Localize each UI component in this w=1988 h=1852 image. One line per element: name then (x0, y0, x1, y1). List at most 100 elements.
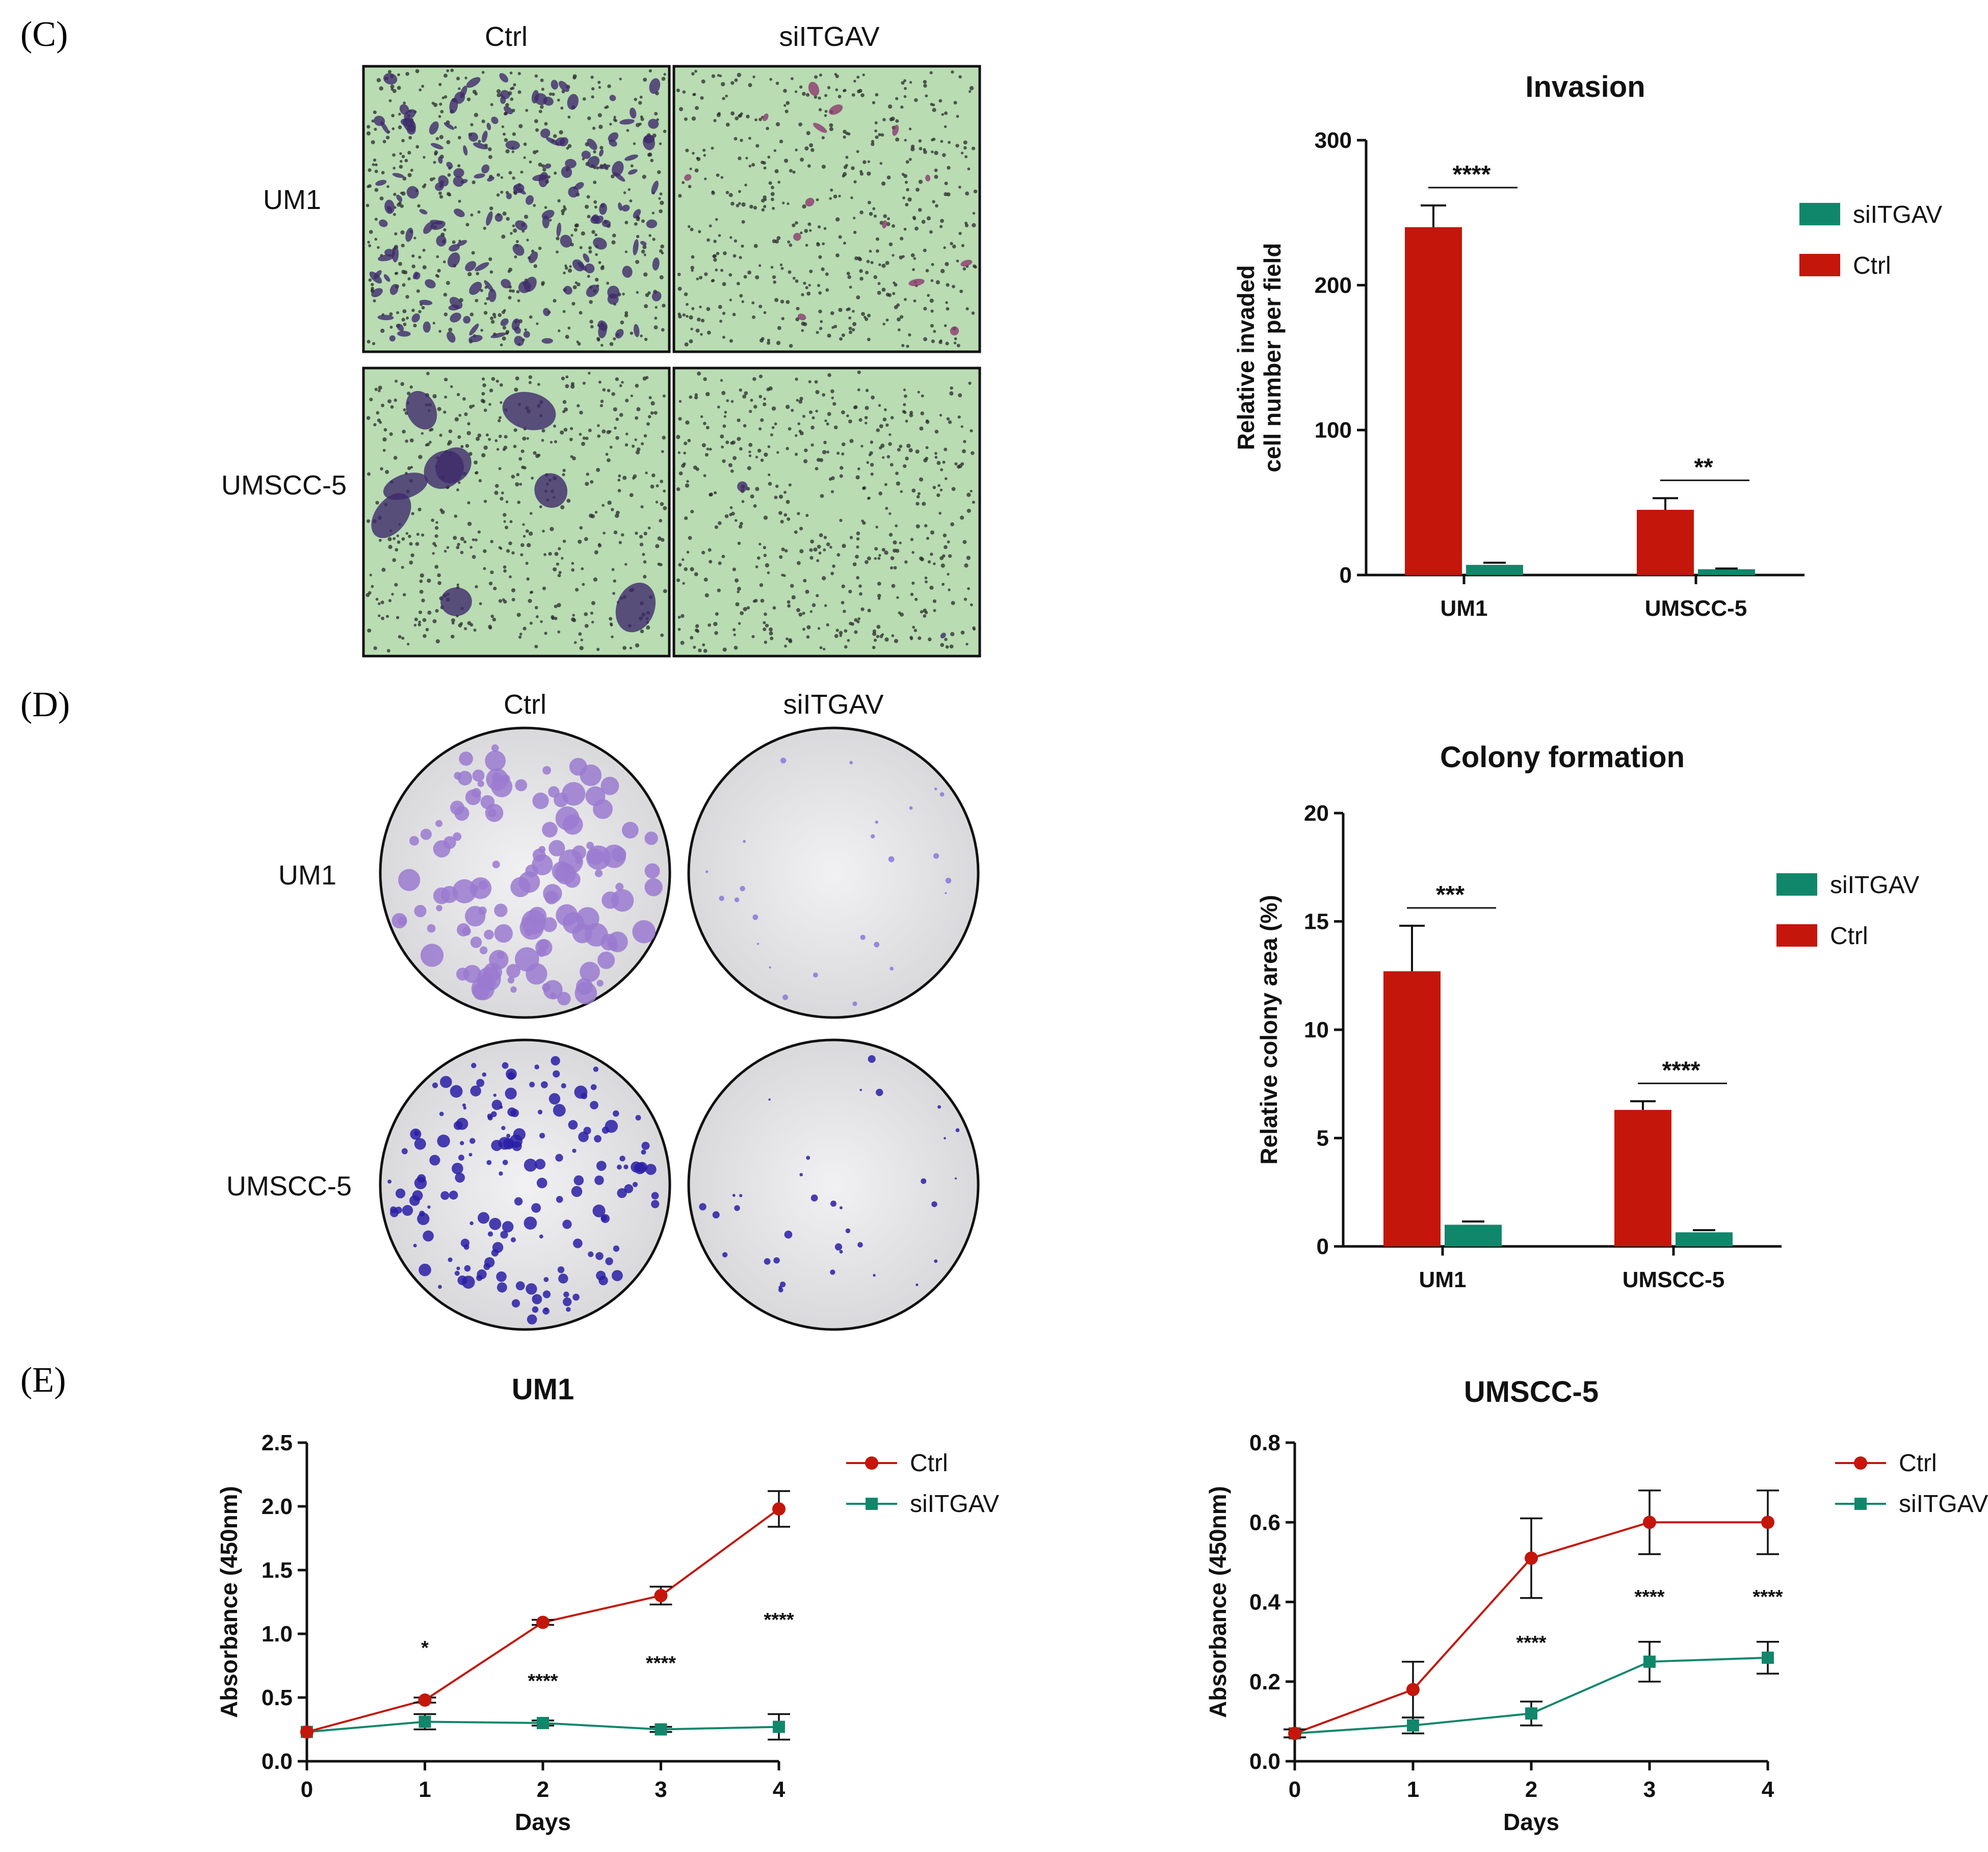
pore-dot (469, 312, 474, 317)
pore-dot (912, 268, 915, 271)
pore-dot (932, 200, 935, 203)
pore-dot (584, 623, 589, 628)
pore-dot (660, 633, 664, 637)
pore-dot (531, 477, 534, 480)
pore-dot (571, 568, 575, 572)
legend-marker (865, 1456, 878, 1470)
pore-dot (939, 225, 943, 228)
colony-dot (541, 1081, 548, 1088)
pore-dot (771, 406, 776, 411)
pore-dot (544, 122, 548, 126)
pore-dot (963, 140, 967, 145)
pore-dot (492, 617, 496, 622)
pore-dot (621, 533, 624, 537)
pore-dot (416, 533, 420, 536)
colony-dot (651, 1192, 659, 1199)
pore-dot (540, 620, 543, 623)
colony-dot (492, 772, 502, 782)
colony-dot (525, 864, 538, 878)
pore-dot (758, 117, 762, 121)
pore-dot (452, 240, 456, 244)
pore-dot (951, 70, 954, 74)
pore-dot (770, 636, 774, 640)
pore-dot (398, 113, 401, 116)
pore-dot (575, 588, 579, 592)
pore-dot (763, 195, 767, 199)
pore-dot (868, 497, 871, 500)
pore-dot (615, 377, 619, 381)
stained-cell (646, 219, 658, 228)
pore-dot (903, 174, 908, 178)
pore-dot (843, 242, 846, 245)
pore-dot (714, 631, 718, 635)
pore-dot (823, 647, 826, 650)
pore-dot (743, 275, 747, 279)
colony-dot (699, 1203, 707, 1211)
pore-dot (694, 69, 697, 73)
colony-dot (532, 1294, 542, 1305)
pore-dot (775, 239, 779, 244)
colony-dot (830, 1269, 835, 1275)
colony-dot (871, 834, 875, 839)
y-tick-label: 1.0 (261, 1622, 293, 1647)
pore-dot (729, 506, 733, 509)
pore-dot (854, 618, 858, 622)
pore-dot (913, 257, 917, 260)
pore-dot (720, 434, 724, 439)
pore-dot (870, 472, 874, 476)
pore-dot (397, 86, 401, 90)
pore-dot (876, 249, 879, 253)
stained-cell (538, 172, 549, 188)
stained-cell (593, 237, 607, 250)
colony-dot (619, 1156, 625, 1162)
pore-dot (768, 473, 771, 476)
pore-dot (695, 328, 700, 333)
pore-dot (732, 312, 736, 317)
pore-dot (730, 81, 735, 85)
pore-dot (972, 264, 976, 268)
colony-dot (511, 1299, 520, 1308)
colony-dot (457, 771, 473, 786)
pore-dot (457, 164, 461, 168)
pore-dot (790, 584, 794, 588)
pore-dot (431, 518, 434, 522)
pore-dot (911, 551, 914, 554)
stained-cell (584, 263, 595, 274)
dish (687, 1038, 980, 1331)
pore-dot (689, 395, 693, 399)
stained-cell (581, 150, 591, 159)
colony-dot (719, 896, 724, 901)
pore-dot (513, 445, 517, 449)
pore-dot (598, 380, 601, 384)
pore-dot (607, 458, 611, 462)
pore-dot (875, 526, 878, 529)
colony-dot (529, 1081, 535, 1088)
stained-cell (371, 288, 383, 297)
pore-dot (756, 556, 761, 560)
pore-dot (646, 625, 650, 630)
pore-dot (638, 101, 642, 105)
pore-dot (827, 373, 831, 377)
colony-dot (502, 1221, 514, 1233)
stained-cell (598, 323, 607, 338)
pore-dot (755, 565, 758, 568)
pore-dot (544, 206, 547, 209)
pore-dot (854, 256, 858, 260)
stained-cell (449, 244, 460, 252)
pore-dot (553, 134, 557, 138)
pore-dot (411, 308, 415, 312)
colony-dot (410, 1128, 422, 1140)
pore-dot (496, 93, 501, 97)
pore-dot (676, 88, 680, 92)
pore-dot (737, 587, 741, 591)
pore-dot (734, 578, 739, 583)
pore-dot (426, 372, 430, 376)
pore-dot (865, 560, 869, 564)
pore-dot (729, 298, 732, 302)
pore-dot (772, 206, 775, 210)
pore-dot (802, 612, 805, 615)
pore-dot (819, 73, 822, 77)
pore-dot (500, 497, 504, 501)
pore-dot (787, 240, 791, 244)
pore-dot (923, 148, 926, 151)
